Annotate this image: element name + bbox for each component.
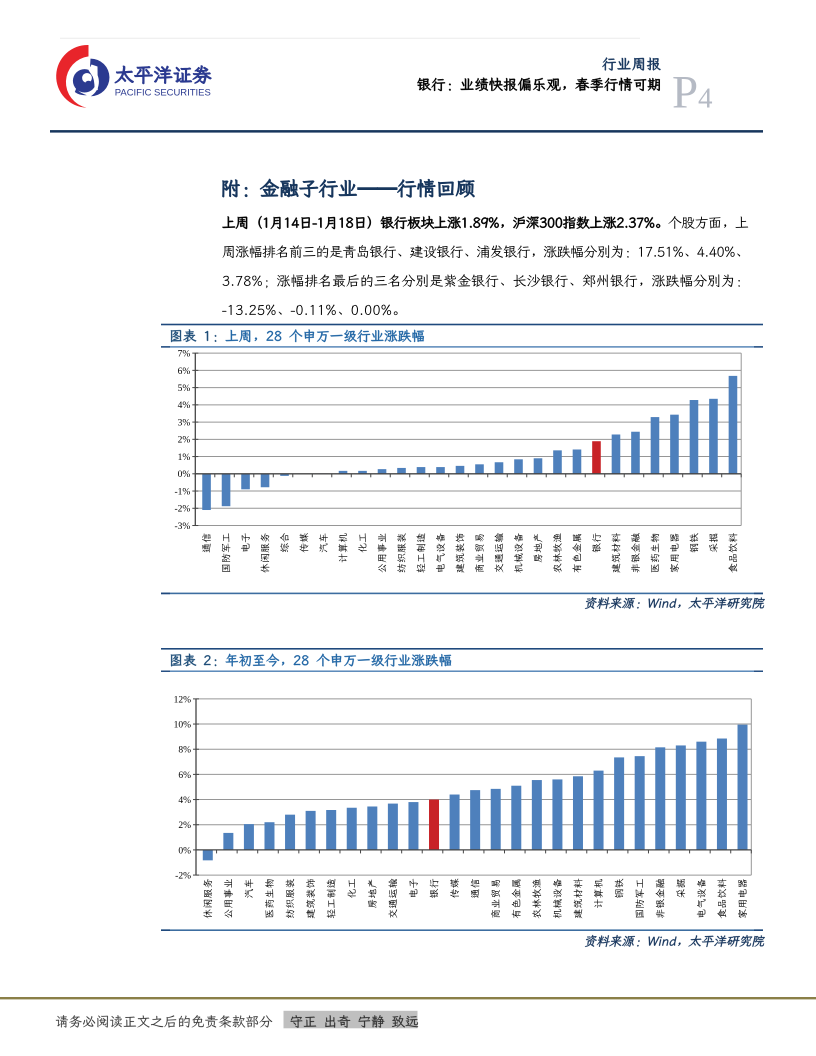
svg-text:-3%: -3% — [174, 522, 190, 532]
svg-text:5%: 5% — [178, 384, 191, 394]
svg-text:2%: 2% — [178, 436, 191, 446]
svg-text:3%: 3% — [178, 418, 191, 428]
svg-text:4%: 4% — [178, 796, 191, 806]
svg-text:0%: 0% — [178, 846, 191, 856]
svg-text:6%: 6% — [178, 367, 191, 377]
svg-text:-1%: -1% — [174, 487, 190, 497]
svg-text:2%: 2% — [178, 821, 191, 831]
svg-text:6%: 6% — [178, 771, 191, 781]
svg-text:0%: 0% — [178, 470, 191, 480]
svg-text:4%: 4% — [178, 401, 191, 411]
svg-text:4: 4 — [698, 83, 713, 115]
svg-text:P: P — [672, 67, 698, 119]
svg-text:12%: 12% — [174, 695, 192, 705]
svg-text:7%: 7% — [178, 350, 191, 360]
svg-text:PACIFIC SECURITIES: PACIFIC SECURITIES — [115, 87, 211, 97]
svg-text:-2%: -2% — [175, 871, 191, 881]
svg-text:-2%: -2% — [174, 505, 190, 515]
svg-text:10%: 10% — [174, 720, 192, 730]
svg-text:1%: 1% — [178, 453, 191, 463]
svg-text:8%: 8% — [178, 746, 191, 756]
